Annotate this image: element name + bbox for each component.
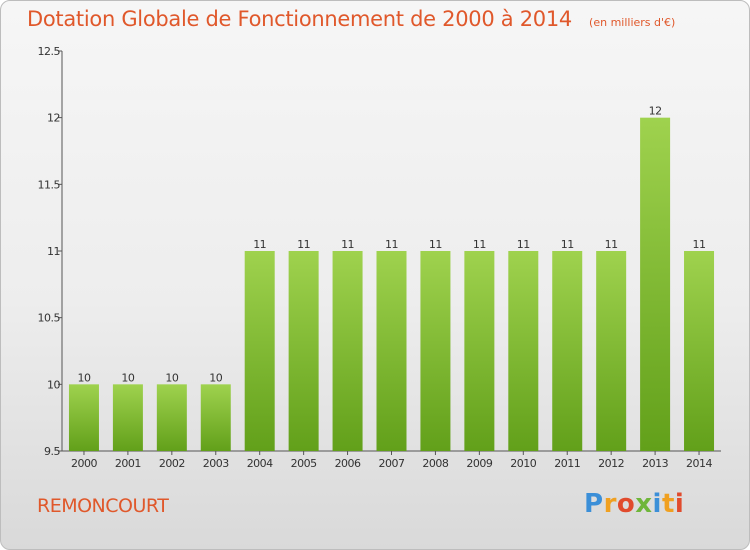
- bar: [464, 251, 495, 451]
- data-label: 10: [77, 371, 90, 384]
- bar: [288, 251, 319, 451]
- bar: [508, 251, 539, 451]
- bar: [156, 384, 187, 451]
- bar: [640, 117, 671, 452]
- y-tick-label: 12.5: [38, 45, 61, 58]
- x-tick-label: 2010: [510, 457, 536, 470]
- bar: [244, 251, 275, 451]
- data-label: 11: [473, 238, 486, 251]
- bar: [552, 251, 583, 451]
- x-tick-label: 2011: [554, 457, 580, 470]
- logo-letter: P: [584, 489, 604, 519]
- data-label: 10: [165, 371, 178, 384]
- bar: [112, 384, 143, 451]
- bar: [596, 251, 627, 451]
- data-label: 11: [693, 238, 706, 251]
- data-label: 10: [209, 371, 222, 384]
- data-label: 11: [429, 238, 442, 251]
- data-label: 12: [649, 105, 662, 118]
- bar: [684, 251, 715, 451]
- bar: [376, 251, 407, 451]
- data-label: 11: [253, 238, 266, 251]
- y-tick-label: 10: [47, 378, 60, 391]
- bar: [332, 251, 363, 451]
- x-tick-label: 2004: [247, 457, 273, 470]
- title-row: Dotation Globale de Fonctionnement de 20…: [27, 7, 675, 31]
- y-tick-label: 12: [47, 112, 60, 125]
- data-label: 11: [517, 238, 530, 251]
- x-tick-label: 2007: [379, 457, 405, 470]
- data-label: 10: [121, 371, 134, 384]
- y-tick-label: 11: [47, 245, 60, 258]
- data-label: 11: [385, 238, 398, 251]
- logo-letter: i: [674, 489, 685, 519]
- labels: 9.5 10 10.5 11 11.5 12 12.5 10 2000 10 2001 10 2002 1…: [38, 45, 714, 470]
- bars: [68, 117, 715, 452]
- x-tick-label: 2005: [291, 457, 317, 470]
- logo-letter: r: [603, 489, 617, 519]
- x-tick-label: 2014: [686, 457, 712, 470]
- data-label: 11: [561, 238, 574, 251]
- x-tick-label: 2013: [642, 457, 668, 470]
- y-tick-label: 10.5: [38, 312, 61, 325]
- y-tick-label: 9.5: [44, 445, 60, 458]
- x-tick-label: 2012: [598, 457, 624, 470]
- x-tick-label: 2009: [466, 457, 492, 470]
- x-tick-label: 2003: [203, 457, 229, 470]
- logo-letter: t: [661, 489, 675, 519]
- data-label: 11: [341, 238, 354, 251]
- logo-letter: o: [616, 489, 636, 519]
- chart-title: Dotation Globale de Fonctionnement de 20…: [27, 7, 572, 31]
- x-tick-label: 2006: [335, 457, 361, 470]
- x-tick-label: 2002: [159, 457, 185, 470]
- logo-letter: x: [635, 489, 653, 519]
- data-label: 11: [605, 238, 618, 251]
- x-tick-label: 2001: [115, 457, 141, 470]
- x-tick-label: 2000: [71, 457, 97, 470]
- y-tick-label: 11.5: [38, 178, 61, 191]
- proxiti-logo[interactable]: Proxiti: [584, 489, 684, 519]
- chart-subtitle: (en milliers d'€): [589, 16, 676, 29]
- logo-letter: i: [652, 489, 662, 519]
- bar: [68, 384, 99, 451]
- data-label: 11: [297, 238, 310, 251]
- bar: [200, 384, 231, 451]
- bar: [420, 251, 451, 451]
- x-tick-label: 2008: [422, 457, 448, 470]
- commune-name: REMONCOURT: [37, 495, 169, 517]
